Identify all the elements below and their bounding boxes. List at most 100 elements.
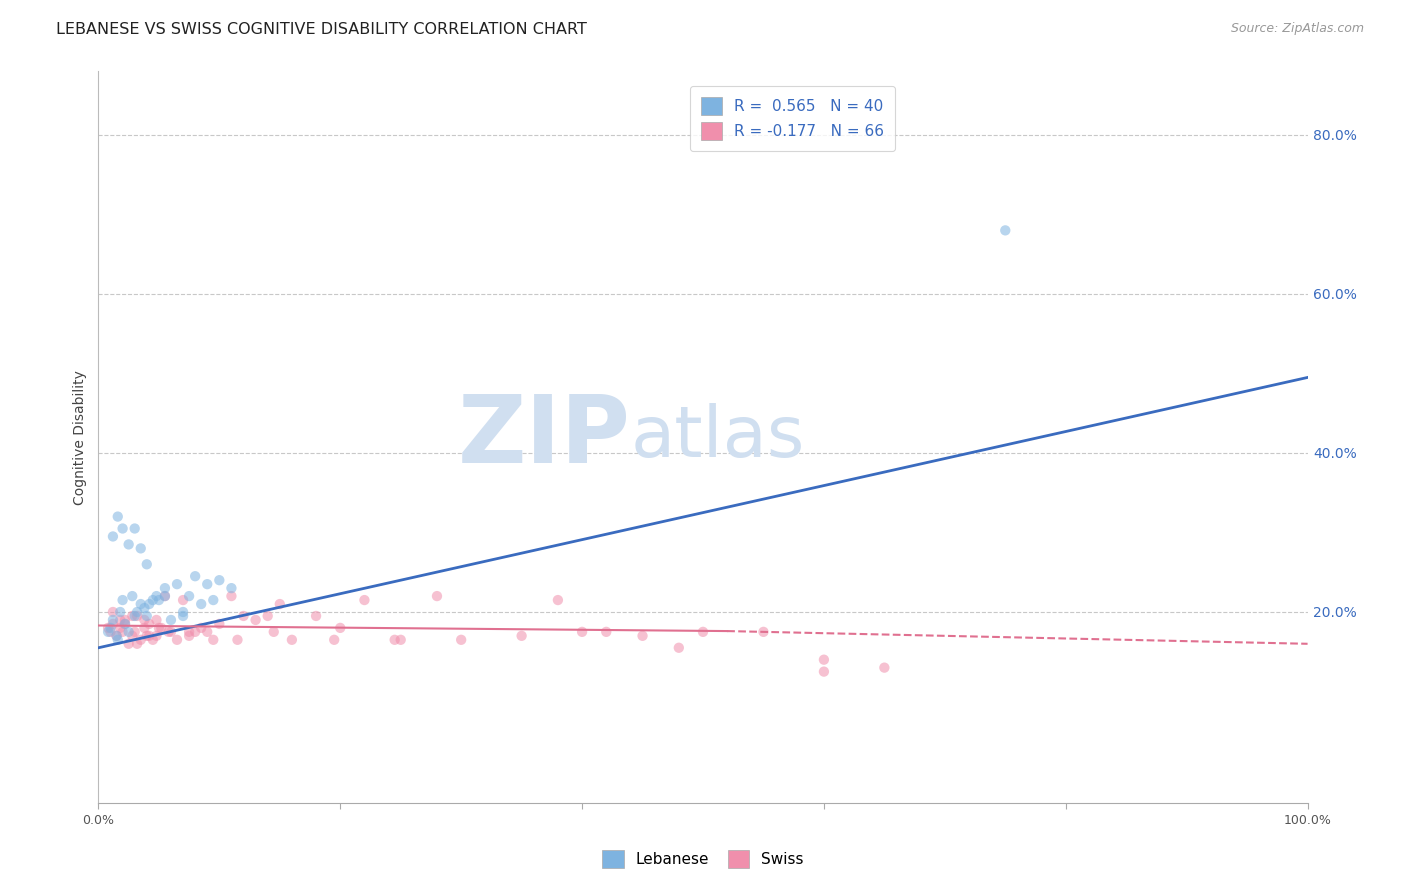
Point xyxy=(111,593,134,607)
Point xyxy=(138,616,160,631)
Point xyxy=(153,589,176,603)
Point xyxy=(329,621,352,635)
Point xyxy=(148,593,170,607)
Point xyxy=(114,616,136,631)
Point xyxy=(269,597,291,611)
Point xyxy=(426,589,449,603)
Point xyxy=(105,629,128,643)
Point xyxy=(389,632,412,647)
Point xyxy=(208,616,231,631)
Point xyxy=(100,624,122,639)
Point xyxy=(135,629,157,643)
Point xyxy=(692,624,714,639)
Point xyxy=(108,613,131,627)
Point xyxy=(129,597,152,611)
Point xyxy=(353,593,375,607)
Point xyxy=(184,569,207,583)
Point xyxy=(121,609,143,624)
Point xyxy=(166,577,188,591)
Point xyxy=(101,613,124,627)
Point xyxy=(121,589,143,603)
Point xyxy=(323,632,346,647)
Point xyxy=(256,609,278,624)
Point xyxy=(668,640,690,655)
Point xyxy=(245,613,267,627)
Point xyxy=(124,521,146,535)
Point xyxy=(134,601,156,615)
Point xyxy=(135,609,157,624)
Point xyxy=(450,632,472,647)
Point xyxy=(127,609,149,624)
Point xyxy=(105,629,128,643)
Point xyxy=(118,637,141,651)
Point xyxy=(108,605,131,619)
Point xyxy=(190,597,212,611)
Point xyxy=(134,621,156,635)
Point xyxy=(114,613,136,627)
Point xyxy=(179,629,201,643)
Point xyxy=(172,593,194,607)
Point xyxy=(595,624,617,639)
Point xyxy=(281,632,304,647)
Point xyxy=(571,624,593,639)
Point xyxy=(813,653,835,667)
Point xyxy=(142,632,165,647)
Point xyxy=(111,624,134,639)
Point xyxy=(153,589,176,603)
Legend: Lebanese, Swiss: Lebanese, Swiss xyxy=(595,843,811,875)
Point xyxy=(153,581,176,595)
Point xyxy=(124,624,146,639)
Point xyxy=(384,632,406,647)
Point xyxy=(172,605,194,619)
Point xyxy=(510,629,533,643)
Text: LEBANESE VS SWISS COGNITIVE DISABILITY CORRELATION CHART: LEBANESE VS SWISS COGNITIVE DISABILITY C… xyxy=(56,22,588,37)
Point xyxy=(202,593,225,607)
Point xyxy=(107,509,129,524)
Point xyxy=(179,589,201,603)
Point xyxy=(101,616,124,631)
Point xyxy=(111,521,134,535)
Point xyxy=(263,624,285,639)
Point xyxy=(305,609,328,624)
Point xyxy=(221,589,243,603)
Point xyxy=(101,529,124,543)
Point xyxy=(145,613,167,627)
Text: atlas: atlas xyxy=(630,402,804,472)
Point xyxy=(202,632,225,647)
Point xyxy=(97,624,120,639)
Point xyxy=(184,624,207,639)
Point xyxy=(166,632,188,647)
Point xyxy=(195,577,218,591)
Point xyxy=(160,624,183,639)
Point xyxy=(226,632,249,647)
Text: ZIP: ZIP xyxy=(457,391,630,483)
Point xyxy=(97,621,120,635)
Point xyxy=(190,621,212,635)
Point xyxy=(179,624,201,639)
Point xyxy=(150,621,173,635)
Point xyxy=(172,609,194,624)
Point xyxy=(145,629,167,643)
Text: Source: ZipAtlas.com: Source: ZipAtlas.com xyxy=(1230,22,1364,36)
Point xyxy=(813,665,835,679)
Point xyxy=(221,581,243,595)
Point xyxy=(631,629,654,643)
Point xyxy=(118,624,141,639)
Y-axis label: Cognitive Disability: Cognitive Disability xyxy=(73,369,87,505)
Point xyxy=(232,609,254,624)
Point xyxy=(148,621,170,635)
Point xyxy=(157,624,180,639)
Point xyxy=(100,621,122,635)
Point xyxy=(121,629,143,643)
Point xyxy=(138,629,160,643)
Point xyxy=(108,621,131,635)
Point xyxy=(208,573,231,587)
Point xyxy=(134,613,156,627)
Point xyxy=(127,605,149,619)
Point xyxy=(142,593,165,607)
Point xyxy=(124,609,146,624)
Point xyxy=(160,613,183,627)
Point xyxy=(114,616,136,631)
Point xyxy=(145,589,167,603)
Point xyxy=(127,637,149,651)
